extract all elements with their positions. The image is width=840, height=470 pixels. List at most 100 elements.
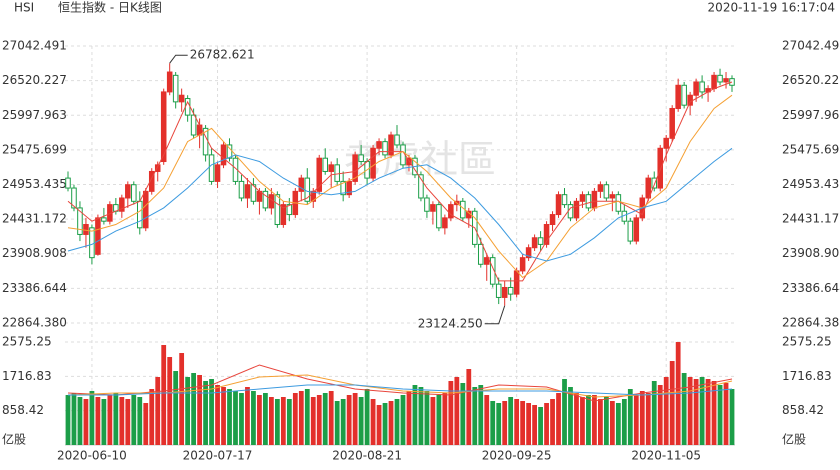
candle-body bbox=[65, 177, 71, 189]
volume-bar bbox=[430, 397, 436, 445]
volume-bar bbox=[107, 395, 113, 445]
volume-bar bbox=[538, 407, 543, 445]
volume-bar bbox=[161, 345, 167, 445]
volume-bar bbox=[382, 403, 388, 445]
volume-bar bbox=[137, 397, 143, 445]
candle-body bbox=[83, 224, 89, 235]
volume-bar bbox=[125, 399, 131, 445]
candle-body bbox=[71, 187, 77, 209]
candle-body bbox=[501, 286, 508, 298]
candle-body bbox=[334, 164, 340, 182]
candle-body bbox=[681, 84, 687, 106]
volume-bar bbox=[286, 399, 292, 445]
volume-bar bbox=[580, 397, 585, 445]
volume-bar bbox=[322, 393, 328, 445]
candle-body bbox=[597, 184, 604, 192]
volume-bar bbox=[466, 369, 472, 445]
volume-bar bbox=[167, 357, 173, 445]
candle-body bbox=[172, 74, 179, 103]
volume-bar bbox=[233, 391, 238, 445]
y-tick-label-right: 27042.491 bbox=[782, 39, 840, 53]
y-tick-label: 24431.172 bbox=[2, 212, 67, 226]
candle-body bbox=[388, 134, 394, 156]
candle-body bbox=[615, 194, 622, 212]
x-tick-label: 2020-07-17 bbox=[183, 449, 253, 463]
y-tick-label: 25997.963 bbox=[2, 108, 67, 122]
candle-body bbox=[148, 170, 155, 192]
volume-bar bbox=[556, 393, 561, 445]
volume-bar bbox=[472, 387, 478, 445]
volume-unit-right: 亿股 bbox=[782, 432, 806, 447]
candle-body bbox=[142, 190, 149, 229]
volume-bar bbox=[209, 379, 214, 445]
volume-tick-label: 2575.25 bbox=[2, 335, 52, 349]
y-tick-label: 25475.699 bbox=[2, 142, 67, 156]
volume-bar bbox=[215, 385, 220, 445]
volume-bar bbox=[155, 377, 161, 445]
candle-body bbox=[346, 180, 352, 196]
candle-body bbox=[274, 194, 281, 226]
volume-bar bbox=[621, 399, 627, 445]
candle-body bbox=[424, 197, 430, 212]
y-tick-label-right: 23386.644 bbox=[782, 281, 840, 295]
volume-bar bbox=[532, 405, 537, 445]
volume-bar bbox=[89, 391, 95, 445]
candle-body bbox=[226, 144, 233, 159]
candle-body bbox=[131, 184, 137, 202]
candle-body bbox=[579, 194, 586, 202]
candle-body bbox=[657, 147, 663, 189]
candle-body bbox=[651, 177, 658, 189]
candle-body bbox=[436, 204, 442, 229]
y-tick-label: 22864.380 bbox=[2, 316, 67, 330]
volume-bar bbox=[729, 389, 735, 445]
volume-bar bbox=[268, 397, 274, 445]
symbol: HSI bbox=[14, 1, 34, 15]
candle-body bbox=[495, 283, 502, 298]
candle-body bbox=[549, 214, 556, 226]
candle-body bbox=[137, 200, 143, 229]
candle-body bbox=[729, 78, 735, 86]
ma-line bbox=[67, 94, 733, 279]
candle-body bbox=[591, 190, 598, 209]
candle-body bbox=[262, 190, 269, 209]
volume-bar bbox=[263, 393, 268, 445]
candle-body bbox=[693, 81, 699, 96]
candle-body bbox=[178, 94, 185, 103]
volume-bar bbox=[364, 389, 370, 445]
volume-bar bbox=[603, 397, 609, 445]
volume-bar bbox=[502, 401, 508, 445]
ma-line bbox=[68, 384, 733, 396]
volume-bar bbox=[412, 385, 418, 445]
volume-bar bbox=[179, 353, 185, 445]
volume-bar bbox=[723, 383, 729, 445]
volume-bar bbox=[251, 391, 256, 445]
volume-bar bbox=[113, 393, 119, 445]
volume-bar bbox=[298, 391, 304, 445]
volume-bar bbox=[394, 399, 400, 445]
volume-tick-label-right: 858.42 bbox=[782, 403, 824, 417]
volume-bar bbox=[406, 391, 412, 445]
y-tick-label-right: 24431.172 bbox=[782, 212, 840, 226]
volume-bar bbox=[520, 401, 526, 445]
volume-bar bbox=[651, 381, 657, 445]
volume-bar bbox=[328, 391, 334, 445]
y-tick-label: 26520.227 bbox=[2, 73, 67, 87]
volume-bar bbox=[274, 399, 280, 445]
volume-bar bbox=[352, 393, 358, 445]
candle-body bbox=[119, 197, 125, 212]
volume-bar bbox=[346, 395, 352, 445]
y-tick-label-right: 24953.435 bbox=[782, 177, 840, 191]
candle-body bbox=[125, 184, 131, 199]
annotation-label: 26782.621 bbox=[190, 48, 255, 62]
volume-bar bbox=[280, 397, 286, 445]
volume-bar bbox=[149, 389, 155, 445]
volume-bar bbox=[334, 401, 340, 445]
candle-body bbox=[310, 190, 317, 202]
volume-bar bbox=[77, 397, 83, 445]
annotation-label: 23124.250 bbox=[418, 316, 483, 330]
timestamp: 2020-11-19 16:17:04 bbox=[708, 1, 835, 15]
volume-bar bbox=[687, 377, 693, 445]
volume-bar bbox=[681, 373, 687, 445]
candle-body bbox=[448, 204, 454, 219]
candle-body bbox=[340, 180, 346, 196]
